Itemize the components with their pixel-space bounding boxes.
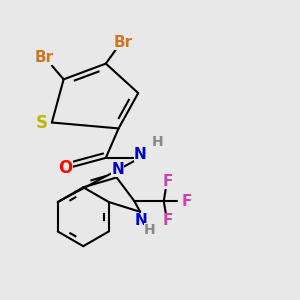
Text: F: F — [163, 174, 173, 189]
Text: O: O — [58, 159, 73, 177]
Text: Br: Br — [114, 34, 133, 50]
Text: N: N — [134, 147, 147, 162]
Text: Br: Br — [34, 50, 54, 65]
Text: H: H — [144, 223, 156, 236]
Text: F: F — [163, 213, 173, 228]
Text: H: H — [152, 135, 164, 149]
Text: N: N — [111, 162, 124, 177]
Text: F: F — [182, 194, 193, 208]
Text: N: N — [135, 213, 148, 228]
Text: S: S — [36, 113, 48, 131]
